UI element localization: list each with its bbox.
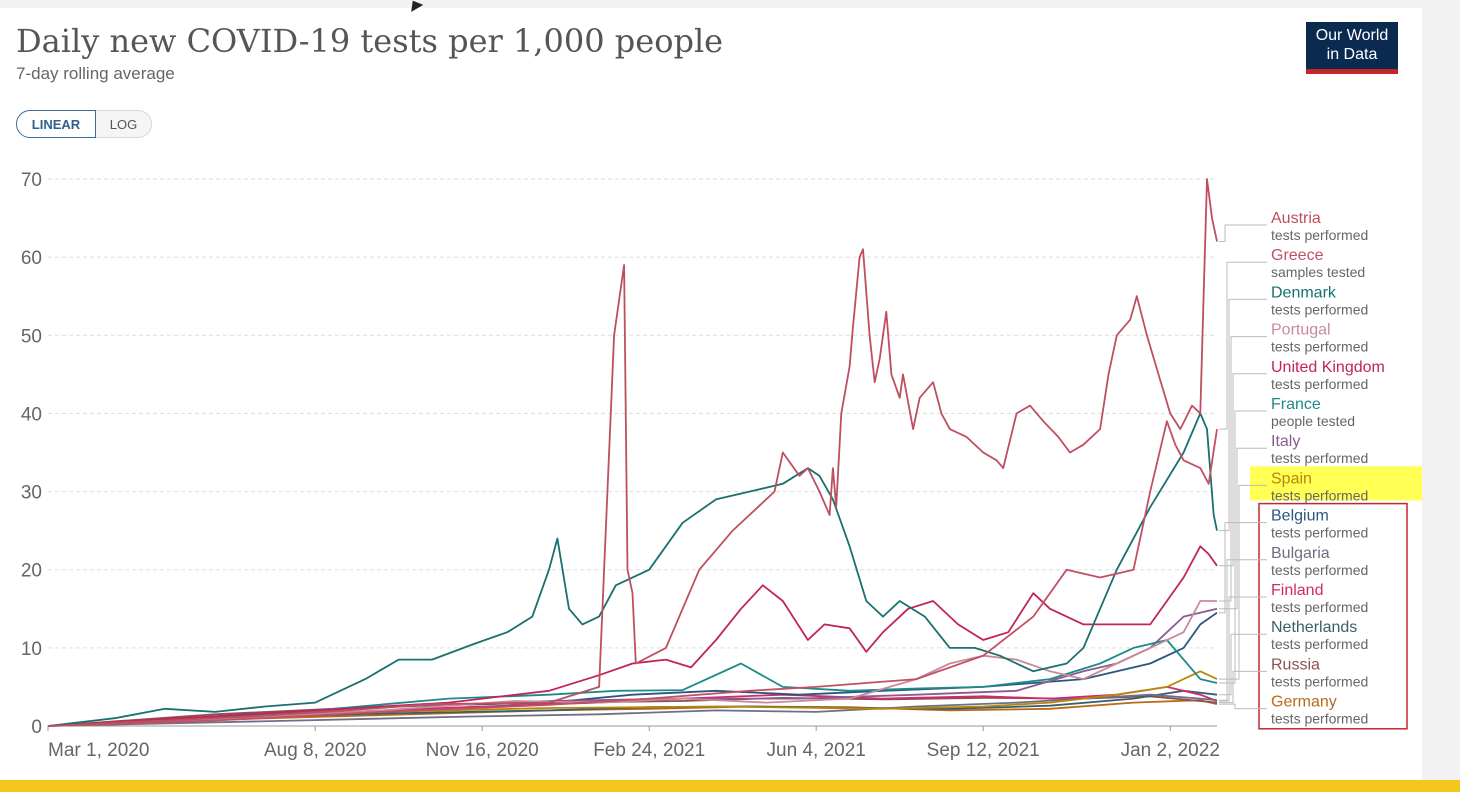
legend-metric: samples tested bbox=[1271, 264, 1365, 280]
legend-name: Italy bbox=[1271, 433, 1300, 450]
legend-metric: tests performed bbox=[1271, 636, 1368, 652]
x-tick-label: Nov 16, 2020 bbox=[426, 740, 539, 761]
legend-metric: tests performed bbox=[1271, 673, 1368, 689]
series-line-denmark bbox=[47, 412, 1218, 727]
legend-name: Netherlands bbox=[1271, 619, 1357, 636]
legend-name: Bulgaria bbox=[1271, 545, 1330, 562]
legend-metric: tests performed bbox=[1271, 227, 1368, 243]
legend-name: Russia bbox=[1271, 656, 1320, 673]
x-tick-label: Aug 8, 2020 bbox=[264, 740, 366, 761]
legend-name: Austria bbox=[1271, 210, 1321, 227]
legend-connector bbox=[1219, 522, 1267, 614]
series-line-united-kingdom bbox=[47, 545, 1218, 727]
series-line-portugal bbox=[47, 600, 1217, 727]
owid-logo[interactable]: Our World in Data bbox=[1306, 22, 1398, 74]
legend-connector bbox=[1219, 298, 1267, 532]
x-tick-label: Jun 4, 2021 bbox=[767, 740, 866, 761]
scale-toggle: LINEAR LOG bbox=[16, 110, 152, 138]
legend-name: Germany bbox=[1271, 694, 1337, 711]
x-tick-label: Mar 1, 2020 bbox=[48, 740, 149, 761]
chart-title: Daily new COVID-19 tests per 1,000 peopl… bbox=[16, 22, 724, 60]
legend-connector bbox=[1219, 447, 1267, 610]
logo-line-2: in Data bbox=[1326, 46, 1378, 63]
legend-metric: tests performed bbox=[1271, 376, 1368, 392]
legend-connector bbox=[1219, 633, 1267, 696]
legend-connector bbox=[1219, 670, 1267, 704]
bottom-banner bbox=[0, 780, 1460, 792]
legend-connector bbox=[1219, 410, 1267, 684]
x-tick-label: Feb 24, 2021 bbox=[593, 740, 705, 761]
legend-name: Spain bbox=[1271, 470, 1312, 487]
legend-connector bbox=[1219, 596, 1267, 702]
linear-scale-button[interactable]: LINEAR bbox=[16, 110, 96, 138]
y-tick-label: 70 bbox=[21, 170, 42, 191]
logo-line-1: Our World bbox=[1315, 27, 1389, 44]
legend-metric: tests performed bbox=[1271, 339, 1368, 355]
x-tick-label: Jan 2, 2022 bbox=[1121, 740, 1220, 761]
legend-connector bbox=[1219, 373, 1267, 567]
legend-metric: tests performed bbox=[1271, 450, 1368, 466]
legend-metric: tests performed bbox=[1271, 487, 1368, 503]
chart-card bbox=[0, 8, 1422, 780]
chart-subtitle: 7-day rolling average bbox=[16, 64, 175, 83]
legend-name: Denmark bbox=[1271, 284, 1337, 301]
y-tick-label: 10 bbox=[21, 639, 42, 660]
y-tick-label: 60 bbox=[21, 248, 42, 269]
legend-connector bbox=[1219, 484, 1267, 680]
y-tick-label: 50 bbox=[21, 326, 42, 347]
x-tick-label: Sep 12, 2021 bbox=[927, 740, 1040, 761]
legend-name: Belgium bbox=[1271, 508, 1329, 525]
legend-metric: tests performed bbox=[1271, 301, 1368, 317]
legend-name: United Kingdom bbox=[1271, 359, 1385, 376]
y-tick-label: 40 bbox=[21, 404, 42, 425]
y-tick-label: 30 bbox=[21, 483, 42, 504]
legend-connector bbox=[1219, 261, 1267, 430]
legend-metric: tests performed bbox=[1271, 711, 1368, 727]
legend-name: Finland bbox=[1271, 582, 1323, 599]
legend-name: Greece bbox=[1271, 247, 1324, 264]
log-scale-button[interactable]: LOG bbox=[96, 110, 152, 138]
legend-highlight bbox=[1250, 466, 1422, 501]
legend-connector bbox=[1219, 224, 1267, 242]
legend-metric: tests performed bbox=[1271, 599, 1368, 615]
legend-metric: tests performed bbox=[1271, 562, 1368, 578]
series-line-austria bbox=[47, 178, 1218, 727]
legend-name: France bbox=[1271, 396, 1321, 413]
y-tick-label: 0 bbox=[31, 717, 42, 738]
series-line-france bbox=[47, 639, 1218, 727]
series-line-greece bbox=[47, 420, 1218, 727]
legend-connector bbox=[1219, 703, 1267, 710]
legend-connector bbox=[1219, 559, 1267, 701]
legend-metric: tests performed bbox=[1271, 525, 1368, 541]
annotation-box bbox=[1258, 502, 1408, 730]
legend-name: Portugal bbox=[1271, 322, 1331, 339]
y-tick-label: 20 bbox=[21, 561, 42, 582]
legend-metric: people tested bbox=[1271, 413, 1355, 429]
